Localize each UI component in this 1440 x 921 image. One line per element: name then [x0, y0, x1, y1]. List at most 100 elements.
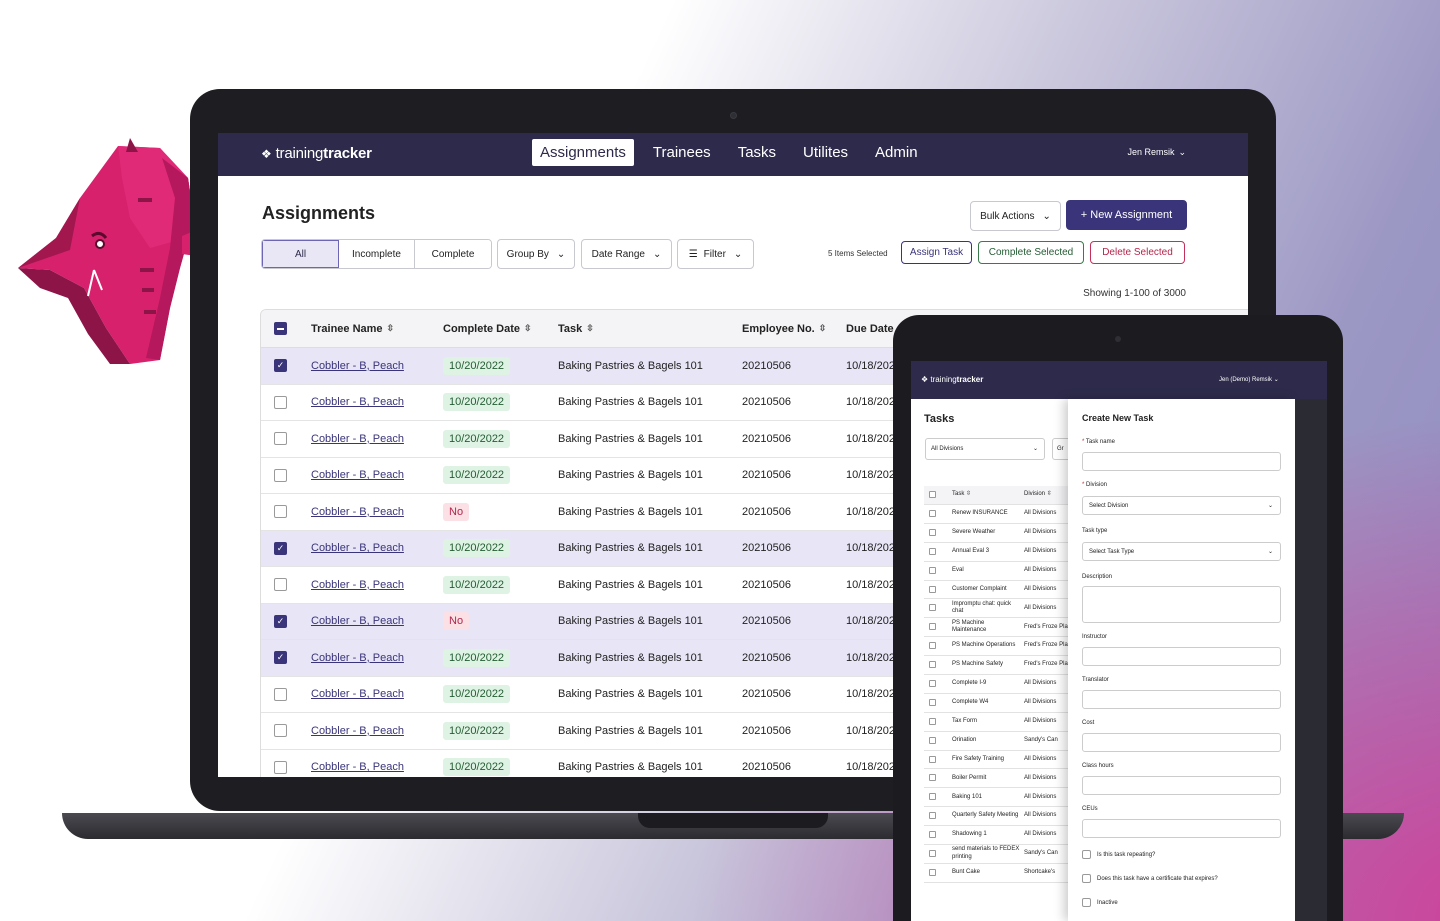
task-list-item[interactable]: Annual Eval 3 All Divisions	[924, 543, 1084, 562]
row-checkbox[interactable]	[274, 468, 287, 482]
segment-complete[interactable]: Complete	[415, 240, 491, 268]
trainee-name-link[interactable]: Cobbler - B, Peach	[311, 688, 404, 701]
certificate-checkbox[interactable]: Does this task have a certificate that e…	[1082, 874, 1218, 883]
header-employee-no[interactable]: Employee No. ⇳	[742, 310, 826, 347]
row-checkbox[interactable]	[929, 661, 936, 669]
row-checkbox[interactable]	[929, 623, 936, 631]
row-checkbox[interactable]	[929, 850, 936, 858]
description-textarea[interactable]	[1082, 586, 1281, 623]
task-list-item[interactable]: PS Machine Maintenance Fred's Froze Plant	[924, 618, 1084, 638]
row-checkbox[interactable]	[929, 604, 936, 612]
row-checkbox[interactable]	[929, 717, 936, 725]
row-checkbox[interactable]	[929, 736, 936, 744]
cost-input[interactable]	[1082, 733, 1281, 752]
row-checkbox[interactable]	[274, 578, 287, 592]
task-list-item[interactable]: Boiler Permit All Divisions	[924, 769, 1084, 789]
select-all-checkbox[interactable]	[274, 322, 287, 335]
task-list-item[interactable]: send materials to FEDEX printing Sandy's …	[924, 845, 1084, 864]
new-assignment-button[interactable]: + New Assignment	[1066, 200, 1187, 230]
task-list-item[interactable]: Tax Form All Divisions	[924, 713, 1084, 732]
tablet-logo[interactable]: ❖ trainingtracker	[921, 375, 983, 384]
row-checkbox[interactable]	[274, 395, 287, 409]
segment-all[interactable]: All	[262, 240, 339, 268]
class-hours-input[interactable]	[1082, 776, 1281, 795]
row-checkbox[interactable]	[274, 687, 287, 701]
task-list-item[interactable]: Eval All Divisions	[924, 562, 1084, 581]
task-list-item[interactable]: Shadowing 1 All Divisions	[924, 826, 1084, 846]
task-list-item[interactable]: Severe Weather All Divisions	[924, 524, 1084, 543]
row-checkbox[interactable]	[929, 774, 936, 782]
task-list-item[interactable]: Bunt Cake Shortcake's	[924, 864, 1084, 883]
header-task[interactable]: Task ⇳	[558, 310, 594, 347]
tab-tasks[interactable]: Tasks	[737, 144, 777, 161]
header-due-date[interactable]: Due Date	[846, 310, 894, 347]
instructor-input[interactable]	[1082, 647, 1281, 666]
trainee-name-link[interactable]: Cobbler - B, Peach	[311, 615, 404, 628]
task-list-item[interactable]: Complete W4 All Divisions	[924, 694, 1084, 713]
app-logo[interactable]: ❖ training tracker	[261, 145, 372, 162]
row-checkbox[interactable]	[929, 868, 936, 876]
row-checkbox[interactable]: ✓	[274, 541, 287, 555]
ceus-input[interactable]	[1082, 819, 1281, 838]
task-list-item[interactable]: Fire Safety Training All Divisions	[924, 751, 1084, 770]
row-checkbox[interactable]	[274, 432, 287, 446]
trainee-name-link[interactable]: Cobbler - B, Peach	[311, 651, 404, 664]
row-checkbox[interactable]	[929, 585, 936, 593]
row-checkbox[interactable]: ✓	[274, 614, 287, 628]
row-checkbox[interactable]: ✓	[274, 359, 287, 373]
row-checkbox[interactable]	[929, 528, 936, 536]
date-range-dropdown[interactable]: Date Range ⌄	[581, 239, 672, 269]
row-checkbox[interactable]	[929, 680, 936, 688]
header-complete-date[interactable]: Complete Date ⇳	[443, 310, 532, 347]
repeating-checkbox[interactable]: Is this task repeating?	[1082, 850, 1155, 859]
task-list-item[interactable]: PS Machine Safety Fred's Froze Plant	[924, 656, 1084, 676]
task-list-item[interactable]: Customer Complaint All Divisions	[924, 581, 1084, 600]
task-list-item[interactable]: Renew INSURANCE All Divisions	[924, 505, 1084, 524]
row-checkbox[interactable]	[929, 755, 936, 763]
complete-selected-button[interactable]: Complete Selected	[978, 241, 1084, 264]
task-list-item[interactable]: Baking 101 All Divisions	[924, 788, 1084, 808]
delete-selected-button[interactable]: Delete Selected	[1090, 241, 1185, 264]
task-list-item[interactable]: Impromptu chat: quick chat All Divisions	[924, 599, 1084, 619]
task-list-item[interactable]: Complete I-9 All Divisions	[924, 675, 1084, 694]
segment-incomplete[interactable]: Incomplete	[339, 240, 415, 268]
trainee-name-link[interactable]: Cobbler - B, Peach	[311, 542, 404, 555]
header-task[interactable]: Task ⇳	[952, 486, 1020, 504]
tab-admin[interactable]: Admin	[875, 144, 918, 161]
bulk-actions-dropdown[interactable]: Bulk Actions ⌄	[970, 201, 1061, 231]
division-filter-dropdown[interactable]: All Divisions ⌄	[925, 438, 1045, 460]
user-menu[interactable]: Jen Remsik ⌄	[1127, 147, 1186, 158]
row-checkbox[interactable]	[929, 547, 936, 555]
tab-utilites[interactable]: Utilites	[803, 144, 849, 161]
row-checkbox[interactable]	[929, 566, 936, 574]
row-checkbox[interactable]	[274, 760, 287, 774]
row-checkbox[interactable]	[274, 505, 287, 519]
filter-dropdown[interactable]: ☰ Filter ⌄	[677, 239, 754, 269]
task-list-item[interactable]: PS Machine Operations Fred's Froze Plant	[924, 637, 1084, 657]
trainee-name-link[interactable]: Cobbler - B, Peach	[311, 469, 404, 482]
tab-trainees[interactable]: Trainees	[652, 144, 711, 161]
task-list-item[interactable]: Orination Sandy's Can	[924, 732, 1084, 751]
row-checkbox[interactable]: ✓	[274, 651, 287, 665]
trainee-name-link[interactable]: Cobbler - B, Peach	[311, 578, 404, 591]
trainee-name-link[interactable]: Cobbler - B, Peach	[311, 432, 404, 445]
task-type-select[interactable]: Select Task Type ⌄	[1082, 542, 1281, 561]
tablet-user-menu[interactable]: Jen (Demo) Remsik ⌄	[1219, 376, 1279, 383]
translator-input[interactable]	[1082, 690, 1281, 709]
division-select[interactable]: Select Division ⌄	[1082, 496, 1281, 515]
inactive-checkbox[interactable]: Inactive	[1082, 898, 1118, 907]
row-checkbox[interactable]	[274, 724, 287, 738]
row-checkbox[interactable]	[929, 698, 936, 706]
trainee-name-link[interactable]: Cobbler - B, Peach	[311, 724, 404, 737]
trainee-name-link[interactable]: Cobbler - B, Peach	[311, 396, 404, 409]
row-checkbox[interactable]	[929, 510, 936, 517]
row-checkbox[interactable]	[929, 793, 936, 801]
trainee-name-link[interactable]: Cobbler - B, Peach	[311, 761, 404, 774]
trainee-name-link[interactable]: Cobbler - B, Peach	[311, 505, 404, 518]
trainee-name-link[interactable]: Cobbler - B, Peach	[311, 359, 404, 372]
header-division[interactable]: Division ⇳	[1024, 486, 1052, 504]
row-checkbox[interactable]	[929, 831, 936, 839]
select-all-checkbox[interactable]	[929, 491, 936, 498]
tab-assignments[interactable]: Assignments	[532, 139, 634, 166]
row-checkbox[interactable]	[929, 642, 936, 650]
